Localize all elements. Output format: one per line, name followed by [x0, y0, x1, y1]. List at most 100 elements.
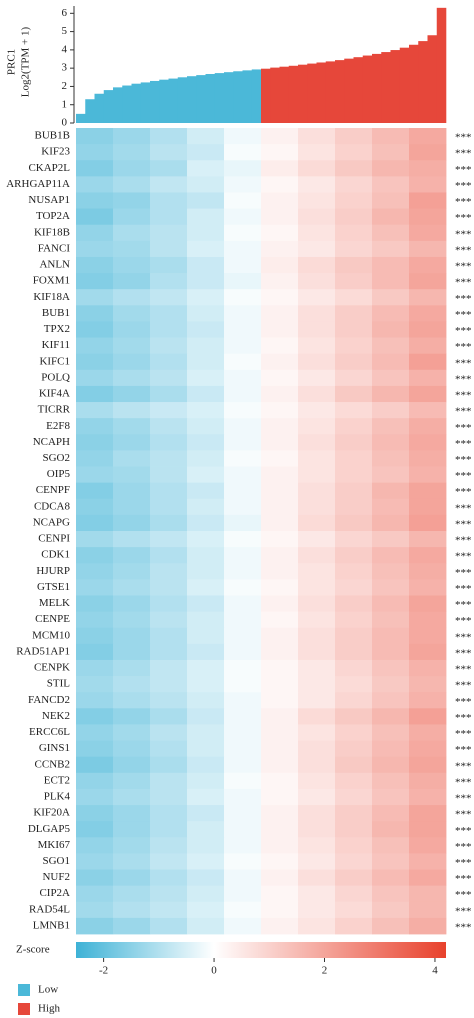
- heatmap-cell: [409, 869, 447, 887]
- heatmap-cell: [261, 676, 299, 693]
- row-label: CENPE: [35, 613, 70, 625]
- bar: [122, 85, 132, 123]
- heatmap-cell: [372, 531, 410, 548]
- heatmap-cell: [335, 821, 373, 838]
- heatmap-cell: [372, 160, 410, 177]
- heatmap-cell: [261, 756, 299, 774]
- heatmap-cell: [76, 418, 114, 435]
- y-tick-label: 0: [62, 117, 68, 129]
- row-label: CCNB2: [35, 758, 70, 770]
- heatmap-cell: [409, 643, 447, 661]
- heatmap-cell: [150, 563, 188, 580]
- heatmap-cell: [113, 563, 151, 580]
- heatmap-cell: [261, 724, 299, 741]
- heatmap-cell: [150, 385, 188, 403]
- heatmap-cell: [113, 853, 151, 870]
- heatmap-cell: [187, 740, 225, 758]
- legend-label: High: [38, 1003, 61, 1015]
- bar: [94, 93, 105, 123]
- heatmap-cell: [298, 353, 336, 371]
- heatmap-cell: [298, 627, 336, 645]
- heatmap-cell: [335, 563, 373, 580]
- heatmap-cell: [150, 160, 188, 177]
- significance-label: ***: [455, 438, 472, 450]
- row-label: KIF18B: [34, 226, 70, 238]
- heatmap-cell: [298, 531, 336, 548]
- heatmap-cell: [150, 450, 188, 467]
- row-label: ERCC6L: [29, 726, 70, 738]
- heatmap-cell: [76, 128, 114, 145]
- bar: [113, 87, 123, 123]
- significance-label: ***: [455, 776, 472, 788]
- heatmap-cell: [335, 837, 373, 854]
- heatmap-cell: [372, 563, 410, 580]
- heatmap-cell: [298, 885, 336, 903]
- row-label: PLK4: [44, 791, 71, 803]
- heatmap-cell: [224, 805, 262, 822]
- significance-label: ***: [455, 889, 472, 901]
- heatmap-cell: [187, 273, 225, 290]
- heatmap-cell: [187, 643, 225, 661]
- significance-label: ***: [455, 277, 472, 289]
- heatmap-cell: [113, 837, 151, 854]
- heatmap-cell: [150, 208, 188, 226]
- heatmap-cell: [261, 369, 299, 387]
- heatmap-cell: [372, 917, 410, 935]
- heatmap-cell: [187, 482, 225, 500]
- heatmap-cell: [76, 256, 114, 274]
- heatmap-cell: [298, 176, 336, 193]
- heatmap-cell: [261, 273, 299, 290]
- bar: [242, 70, 253, 123]
- heatmap-cell: [409, 240, 447, 258]
- heatmap-cell: [113, 337, 151, 355]
- heatmap-cell: [372, 273, 410, 290]
- bar: [418, 41, 428, 123]
- bar: [288, 65, 299, 123]
- heatmap-cell: [224, 289, 262, 306]
- heatmap-cell: [150, 579, 188, 596]
- heatmap-cell: [409, 547, 447, 564]
- heatmap-cell: [187, 256, 225, 274]
- heatmap-cell: [224, 821, 262, 838]
- heatmap-cell: [261, 692, 299, 709]
- row-label: FANCD2: [28, 694, 70, 706]
- heatmap-cell: [335, 160, 373, 177]
- heatmap-cell: [261, 627, 299, 645]
- heatmap-cell: [150, 402, 188, 419]
- significance-label: ***: [455, 180, 472, 192]
- heatmap-cell: [261, 853, 299, 870]
- heatmap-cell: [113, 353, 151, 371]
- heatmap-cell: [187, 466, 225, 484]
- heatmap-cell: [76, 869, 114, 887]
- heatmap-cell: [372, 224, 410, 242]
- heatmap-cell: [113, 208, 151, 226]
- heatmap-cell: [113, 385, 151, 403]
- heatmap-cell: [76, 627, 114, 645]
- heatmap-cell: [335, 708, 373, 725]
- bar: [279, 66, 290, 123]
- heatmap-cell: [224, 208, 262, 226]
- bar: [233, 71, 243, 123]
- heatmap-cell: [187, 305, 225, 322]
- colorbar-tick-label: 4: [432, 965, 438, 977]
- bar: [103, 90, 114, 123]
- heatmap-cell: [298, 482, 336, 500]
- heatmap-cell: [372, 869, 410, 887]
- heatmap-cell: [298, 498, 336, 516]
- heatmap-cell: [187, 418, 225, 435]
- heatmap-cell: [409, 917, 447, 935]
- heatmap-cell: [372, 289, 410, 306]
- heatmap-cell: [76, 240, 114, 258]
- heatmap-cell: [76, 788, 114, 806]
- heatmap-cell: [409, 805, 447, 822]
- heatmap-cell: [224, 740, 262, 758]
- heatmap-cell: [372, 756, 410, 774]
- heatmap-cell: [372, 385, 410, 403]
- heatmap-cell: [335, 353, 373, 371]
- bar: [362, 55, 373, 123]
- heatmap-cell: [409, 192, 447, 209]
- heatmap-cell: [150, 885, 188, 903]
- y-tick-label: 6: [62, 7, 68, 19]
- heatmap-cell: [224, 611, 262, 629]
- heatmap-cell: [187, 369, 225, 387]
